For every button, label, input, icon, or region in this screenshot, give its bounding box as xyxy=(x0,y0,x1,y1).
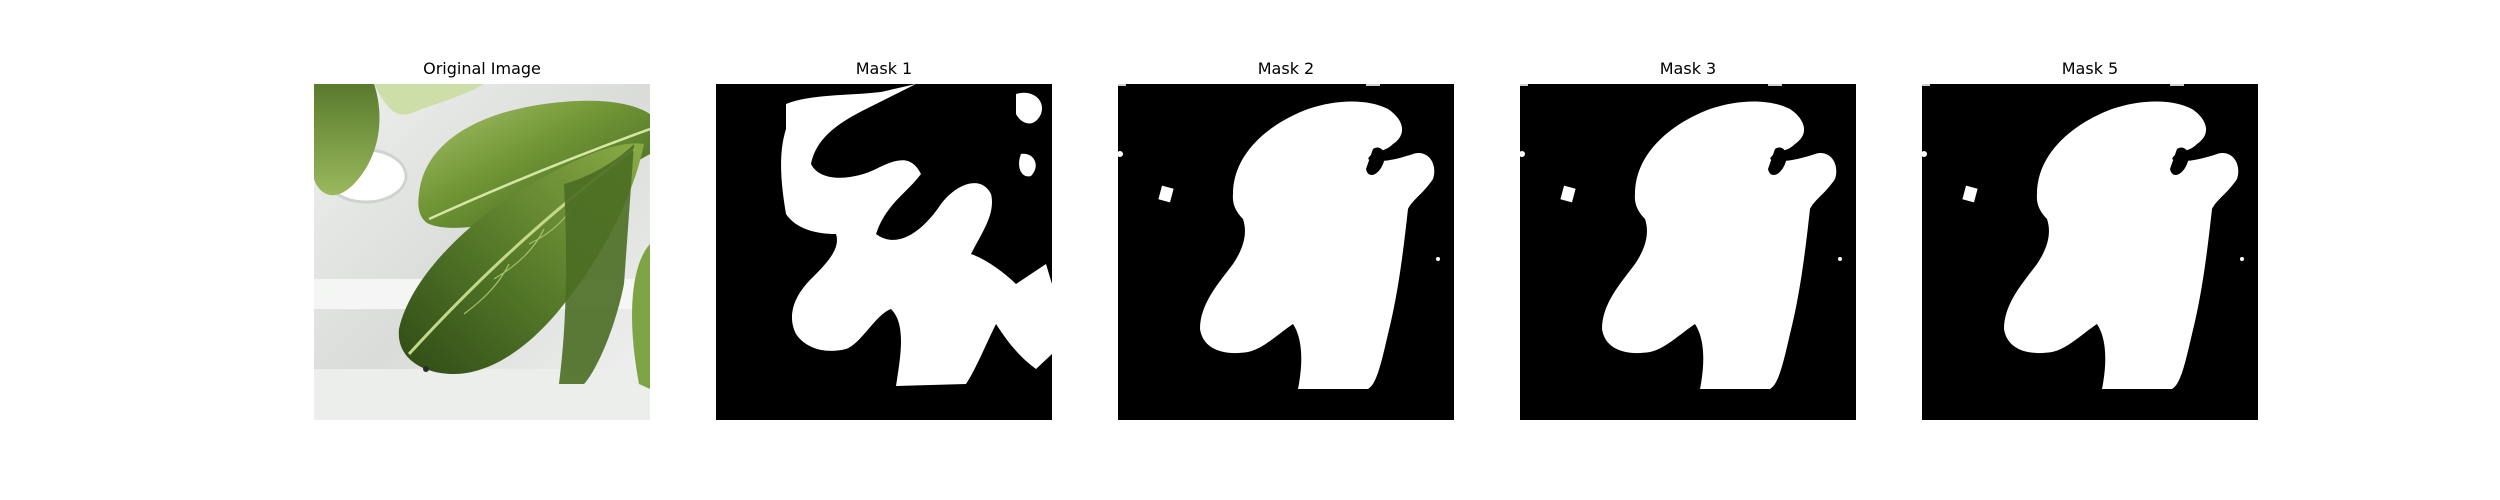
mask-5-title: Mask 5 xyxy=(2061,59,2119,78)
mask-1-image xyxy=(716,84,1052,420)
photo-leaf-top xyxy=(374,84,484,115)
mask-2-speck xyxy=(1158,185,1174,203)
mask-2-title: Mask 2 xyxy=(1257,59,1315,78)
photo-stem-leaf xyxy=(559,144,634,384)
mask-1-title: Mask 1 xyxy=(855,59,913,78)
photo-leaf-right-edge xyxy=(632,244,650,389)
mask-1-region xyxy=(781,84,1052,386)
photo-leaf-topleft xyxy=(314,84,380,196)
original-image-title: Original Image xyxy=(423,59,541,78)
photo-debris xyxy=(423,366,429,372)
mask-2-gap xyxy=(1366,147,1385,176)
original-image xyxy=(314,84,650,420)
mask-3-title: Mask 3 xyxy=(1659,59,1717,78)
photo-leaf-upper xyxy=(418,100,650,228)
mask-2-image xyxy=(1118,84,1454,420)
mask-1-blob-right xyxy=(1019,153,1036,177)
mask-5-image xyxy=(1922,84,2258,420)
mask-3-speck xyxy=(1560,185,1576,203)
photo-tray-bottom xyxy=(314,369,650,420)
mask-1-blob-top-right xyxy=(1016,92,1042,124)
mask-5-speck xyxy=(1962,185,1978,203)
mask-3-image xyxy=(1520,84,1856,420)
photo-leaf-upper-vein xyxy=(428,127,650,221)
